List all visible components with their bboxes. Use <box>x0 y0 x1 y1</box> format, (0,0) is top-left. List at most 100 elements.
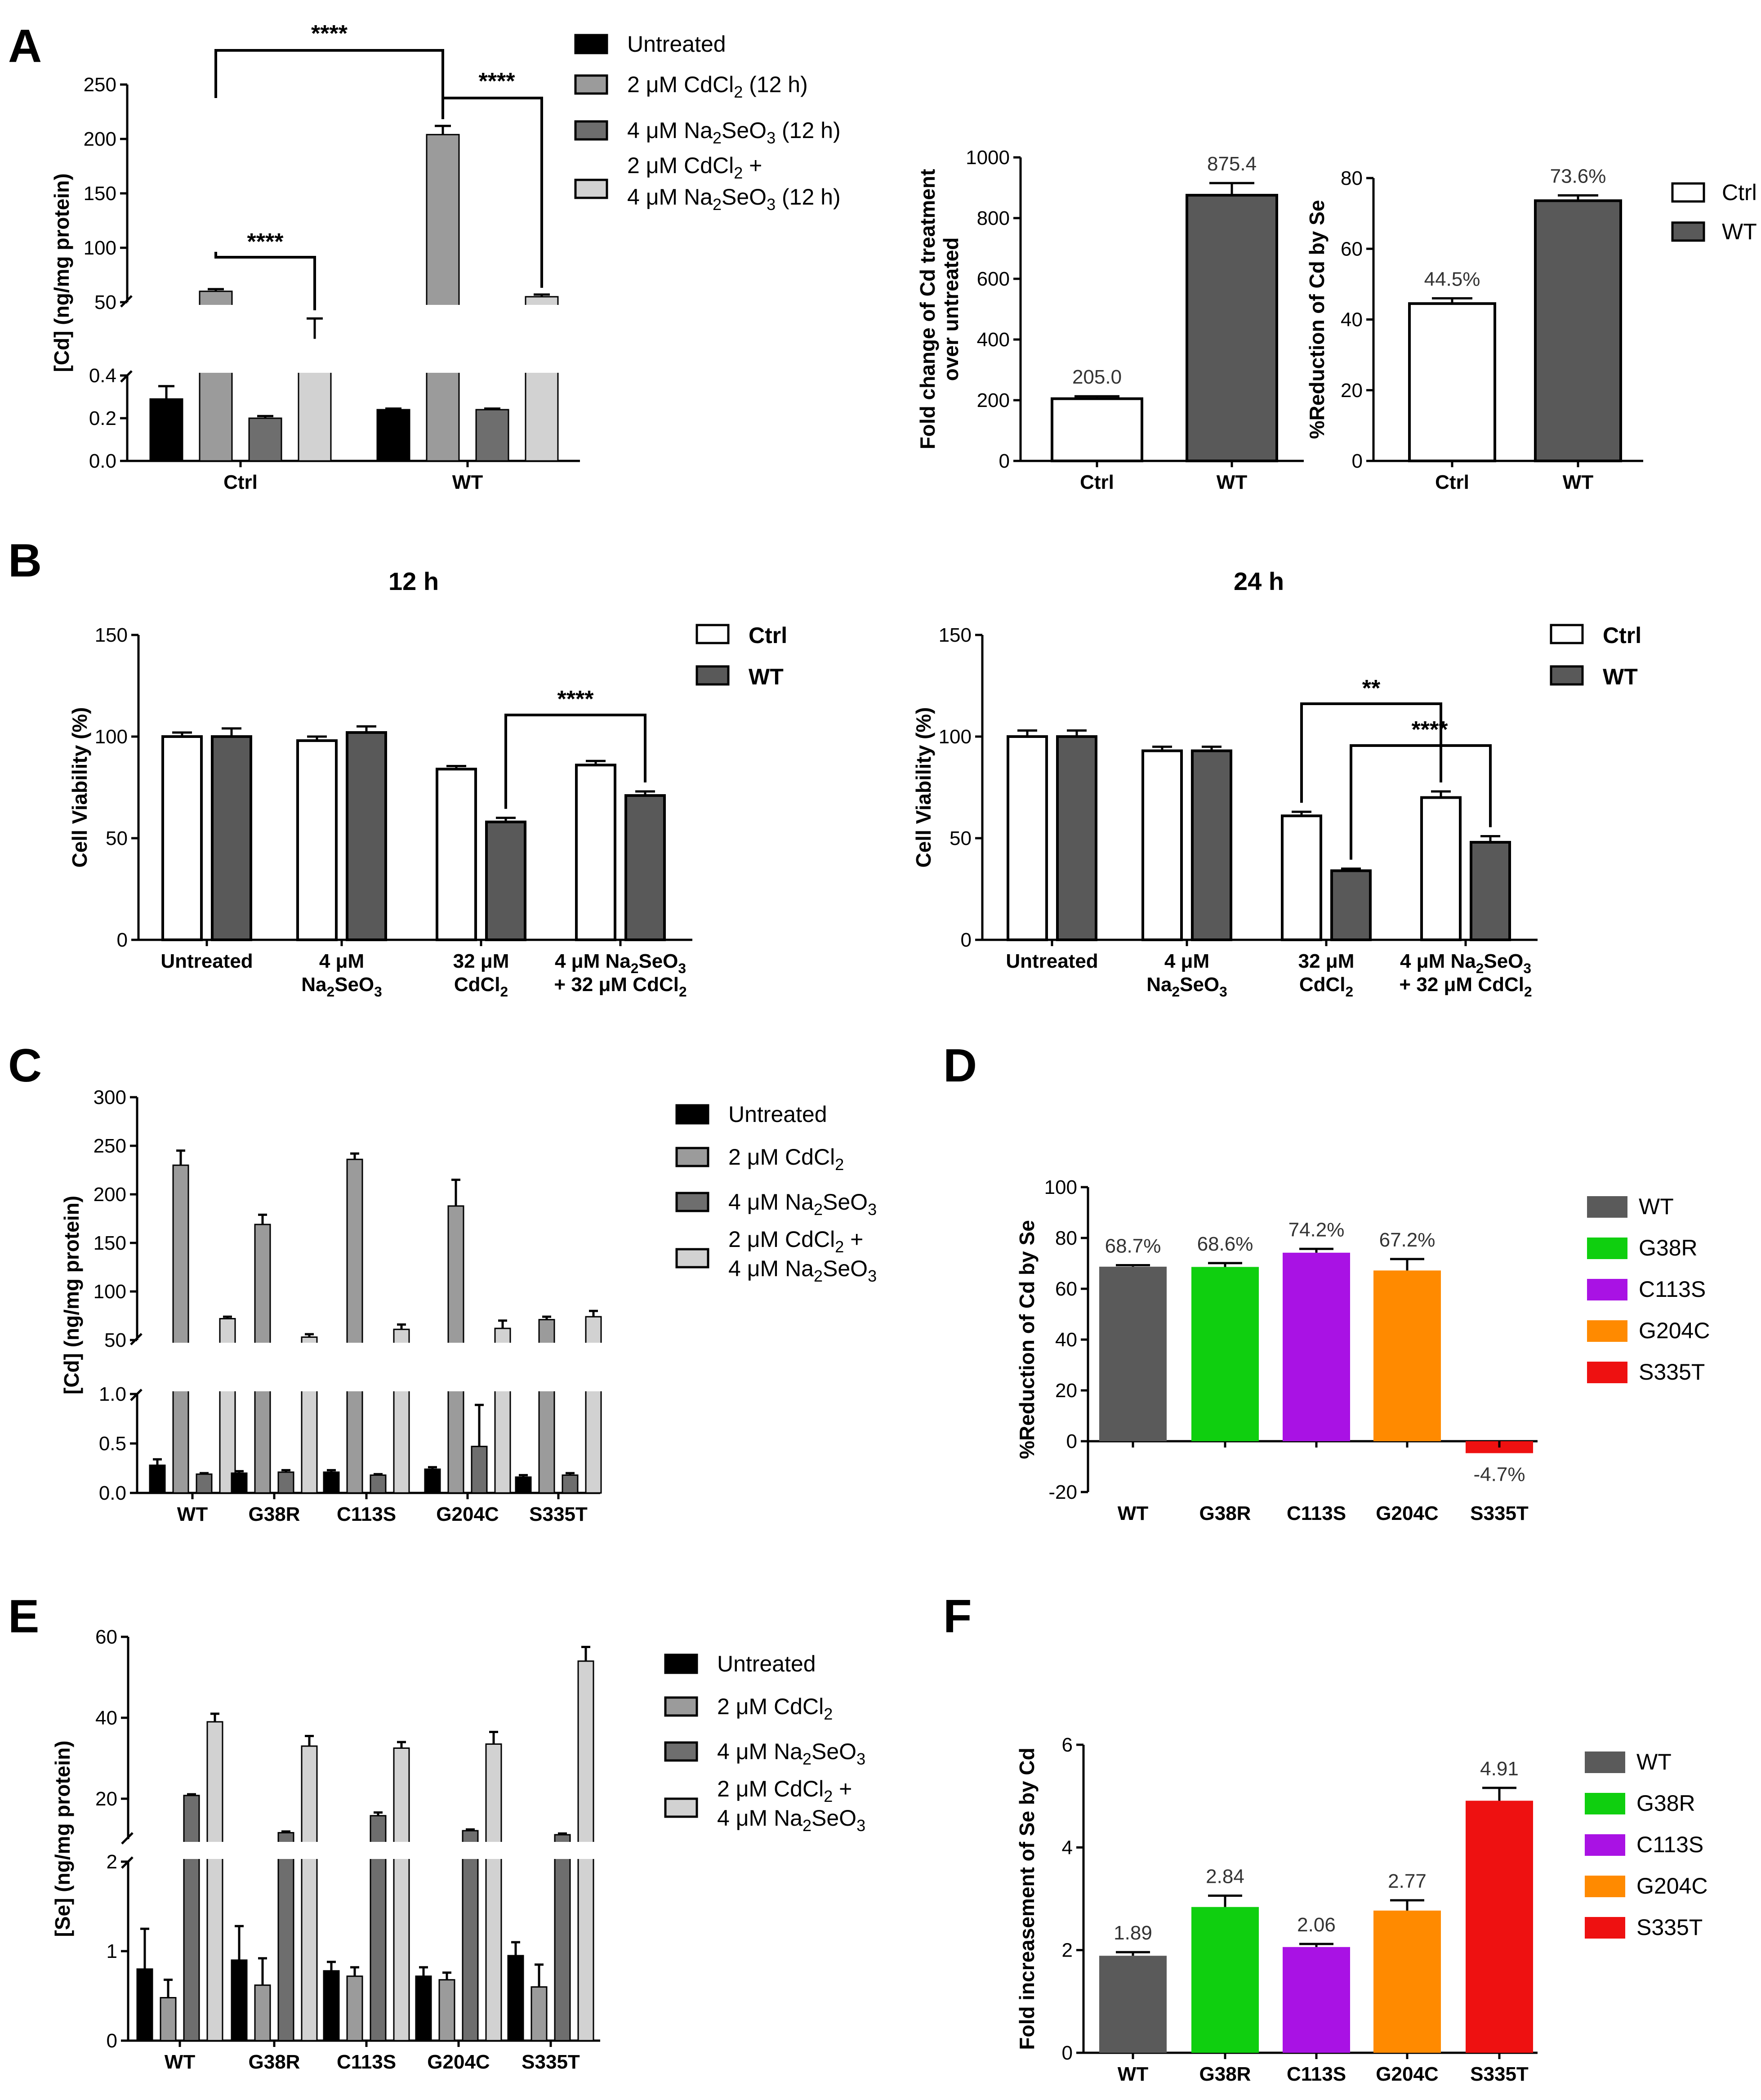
bar-c113s-s1 <box>346 1975 363 2042</box>
legend-label: 2 μM CdCl2​ <box>717 1694 833 1723</box>
y-tick-label: 0 <box>117 929 128 951</box>
chart-f-fold-increase: 0 2 4 6 Fold increasement of Se by Cd WT 1.89 G… <box>1015 1734 1538 2085</box>
bar-g204c-s2 <box>462 1830 479 2042</box>
data-label: 67.2% <box>1379 1229 1436 1251</box>
bar-c113s <box>1283 1947 1350 2053</box>
bar-g38r <box>1191 1267 1259 1441</box>
bar-wt-s1 <box>426 134 460 462</box>
bar-s335t-s0 <box>507 1955 524 2042</box>
y-axis-label-line2: over untreated <box>939 237 963 381</box>
legend-label: 4 μM Na2​SeO3​ <box>717 1739 865 1768</box>
bar-wt-0 <box>1056 735 1097 941</box>
chart-a-fold-change: 0 200 400 600 800 1000 Fold change of Cd treat… <box>916 147 1304 493</box>
panel-label-b: B <box>8 535 42 587</box>
legend-label: C113S <box>1639 1277 1706 1302</box>
panel-label-a: A <box>8 20 42 72</box>
y-tick-label: 2 <box>1062 1939 1073 1961</box>
significance-bracket <box>1300 702 1442 803</box>
y-tick-label: 0.5 <box>99 1433 126 1455</box>
y-tick-label: 0.0 <box>89 450 116 472</box>
data-label: 44.5% <box>1424 268 1480 290</box>
legend-label: 4 μM Na2​SeO3​ <box>717 1805 865 1835</box>
x-tick-label: Ctrl <box>1435 471 1469 493</box>
panel-label-d: D <box>943 1040 977 1092</box>
y-tick-label: 200 <box>94 1184 126 1206</box>
bar-wt-0 <box>211 735 252 941</box>
bar-s335t <box>1466 1801 1533 2053</box>
bar-wt-s0 <box>376 409 410 462</box>
legend-swatch-wt <box>1671 221 1705 242</box>
chart-title: 24 h <box>1234 567 1284 595</box>
bar-break-gap <box>392 1842 411 1859</box>
y-tick-label: 0 <box>961 929 972 951</box>
y-tick-label: 0.2 <box>89 407 116 429</box>
data-label: 68.7% <box>1105 1235 1161 1257</box>
chart-d-reduction: -20 0 20 40 60 80 100%Reduction of Cd by Se WT 6… <box>1015 1176 1538 1524</box>
bar-wt-s1 <box>160 1997 177 2042</box>
bar-wt-s3 <box>206 1721 223 2042</box>
bar-g38r-s1 <box>254 1984 271 2042</box>
legend-label: 4 μM Na2​SeO3​ <box>728 1189 877 1219</box>
y-axis-label: %Reduction of Cd by Se <box>1305 200 1329 439</box>
y-tick-label: 0 <box>107 2030 117 2052</box>
chart-b-viability-12h: 12 h 0 50 100 150 Cell Viability (%) Untreated… <box>68 567 692 1000</box>
data-label: 2.84 <box>1206 1866 1244 1888</box>
x-tick-label: WT <box>1118 2063 1149 2085</box>
x-tick-label: WT <box>165 2051 196 2073</box>
y-tick-label: 80 <box>1055 1227 1077 1249</box>
x-tick-label: WT <box>1563 471 1594 493</box>
legend-label: Untreated <box>728 1102 827 1127</box>
bar-g204c <box>1373 1270 1441 1441</box>
y-tick-label: 600 <box>977 268 1010 290</box>
significance-label: ** <box>1362 675 1381 701</box>
bar-g38r-s3 <box>301 1745 318 2042</box>
y-tick-label: 200 <box>977 389 1010 411</box>
y-tick-label: 20 <box>1341 380 1363 402</box>
x-tick-label: G204C <box>427 2051 490 2073</box>
legend-swatch-wt <box>1585 1751 1625 1773</box>
y-tick-label: 40 <box>95 1707 117 1729</box>
y-tick-label: 100 <box>939 726 972 748</box>
bar-break-gap <box>300 1842 319 1859</box>
legend-swatch-combo <box>664 1797 698 1818</box>
legend-swatch-na2seo3 <box>675 1192 709 1212</box>
bar-break-gap <box>369 1842 388 1859</box>
significance-label: **** <box>247 229 284 255</box>
data-label: 2.06 <box>1297 1914 1336 1936</box>
bar-ctrl-0 <box>161 735 203 941</box>
bar-break-gap <box>198 305 234 373</box>
legend-label: WT <box>1639 1194 1674 1219</box>
legend-swatch-untreated <box>675 1104 709 1125</box>
significance-label: **** <box>557 686 594 712</box>
y-tick-label: 0 <box>1352 450 1363 472</box>
x-tick-label: C113S <box>337 2051 396 2073</box>
bar-ctrl-3 <box>1420 796 1462 941</box>
legend-label: S335T <box>1636 1915 1703 1940</box>
y-tick-label: 150 <box>95 624 128 646</box>
x-tick-label: G204C <box>1376 1502 1438 1524</box>
bar-ctrl <box>1408 302 1496 463</box>
legend-swatch-na2seo3 <box>664 1741 698 1762</box>
legend-swatch-na2seo3 <box>574 120 608 141</box>
bar-s335t-s2 <box>562 1474 579 1494</box>
x-tick-label: CdCl2​ <box>1299 974 1353 1000</box>
chart-title: 12 h <box>388 567 439 595</box>
legend-label: G38R <box>1636 1791 1695 1816</box>
significance-bracket <box>214 252 316 310</box>
x-tick-label: S335T <box>529 1503 588 1525</box>
legend-label: 2 μM CdCl2​ (12 h) <box>627 72 808 101</box>
data-label: 1.89 <box>1114 1922 1152 1944</box>
y-tick-label: 0 <box>1066 1430 1077 1452</box>
legend-swatch-cdcl2 <box>664 1696 698 1717</box>
bar-break-gap <box>576 1842 595 1859</box>
x-tick-label: Untreated <box>1006 950 1098 972</box>
panel-label-c: C <box>8 1040 42 1092</box>
bar-break-gap <box>253 1343 272 1391</box>
x-tick-label: G38R <box>249 2051 300 2073</box>
bar-s335t-s2 <box>554 1834 571 2042</box>
bar-break-gap <box>524 305 560 373</box>
y-tick-label: 20 <box>1055 1380 1077 1402</box>
bar-g204c-s3 <box>485 1743 502 2042</box>
x-tick-label: 4 μM Na2​SeO3​ <box>1400 950 1531 976</box>
